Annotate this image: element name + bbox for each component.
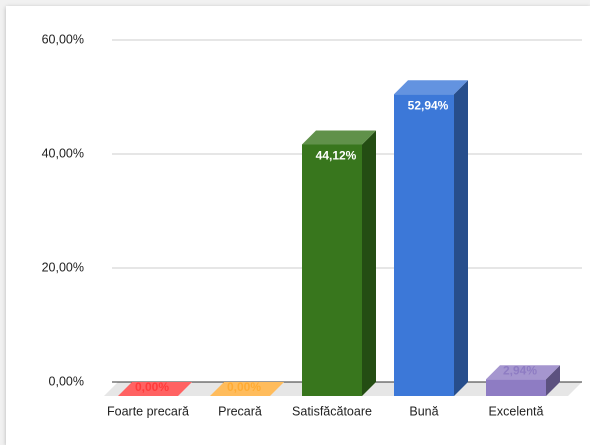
bar-top: [486, 365, 560, 380]
bar: [394, 80, 468, 396]
bar: [302, 130, 376, 397]
value-label: 0,00%: [135, 380, 169, 394]
chart-card: [6, 6, 590, 445]
x-tick-label: Excelentă: [489, 404, 544, 418]
bar: [118, 382, 192, 396]
bar-side: [454, 80, 468, 396]
y-tick-label: 60,00%: [42, 32, 84, 46]
bar: [210, 382, 284, 396]
value-label: 0,00%: [227, 380, 261, 394]
bar-top: [394, 80, 468, 95]
bar-top: [210, 382, 284, 396]
y-tick-label: 40,00%: [42, 146, 84, 160]
value-label: 2,94%: [503, 363, 537, 377]
value-label: 52,94%: [408, 98, 449, 112]
bar-top: [302, 130, 376, 145]
x-tick-label: Precară: [218, 404, 262, 418]
value-label: 44,12%: [316, 149, 357, 163]
x-tick-label: Satisfăcătoare: [292, 404, 372, 418]
bar-front: [394, 94, 454, 396]
y-tick-label: 0,00%: [49, 374, 84, 388]
bar-front: [486, 379, 546, 396]
bar: [486, 365, 560, 396]
bar-side: [362, 130, 376, 397]
x-tick-label: Bună: [409, 404, 438, 418]
bar-front: [302, 144, 362, 396]
y-tick-label: 20,00%: [42, 260, 84, 274]
bar-top: [118, 382, 192, 396]
bar-side: [546, 365, 560, 396]
x-tick-label: Foarte precară: [107, 404, 189, 418]
